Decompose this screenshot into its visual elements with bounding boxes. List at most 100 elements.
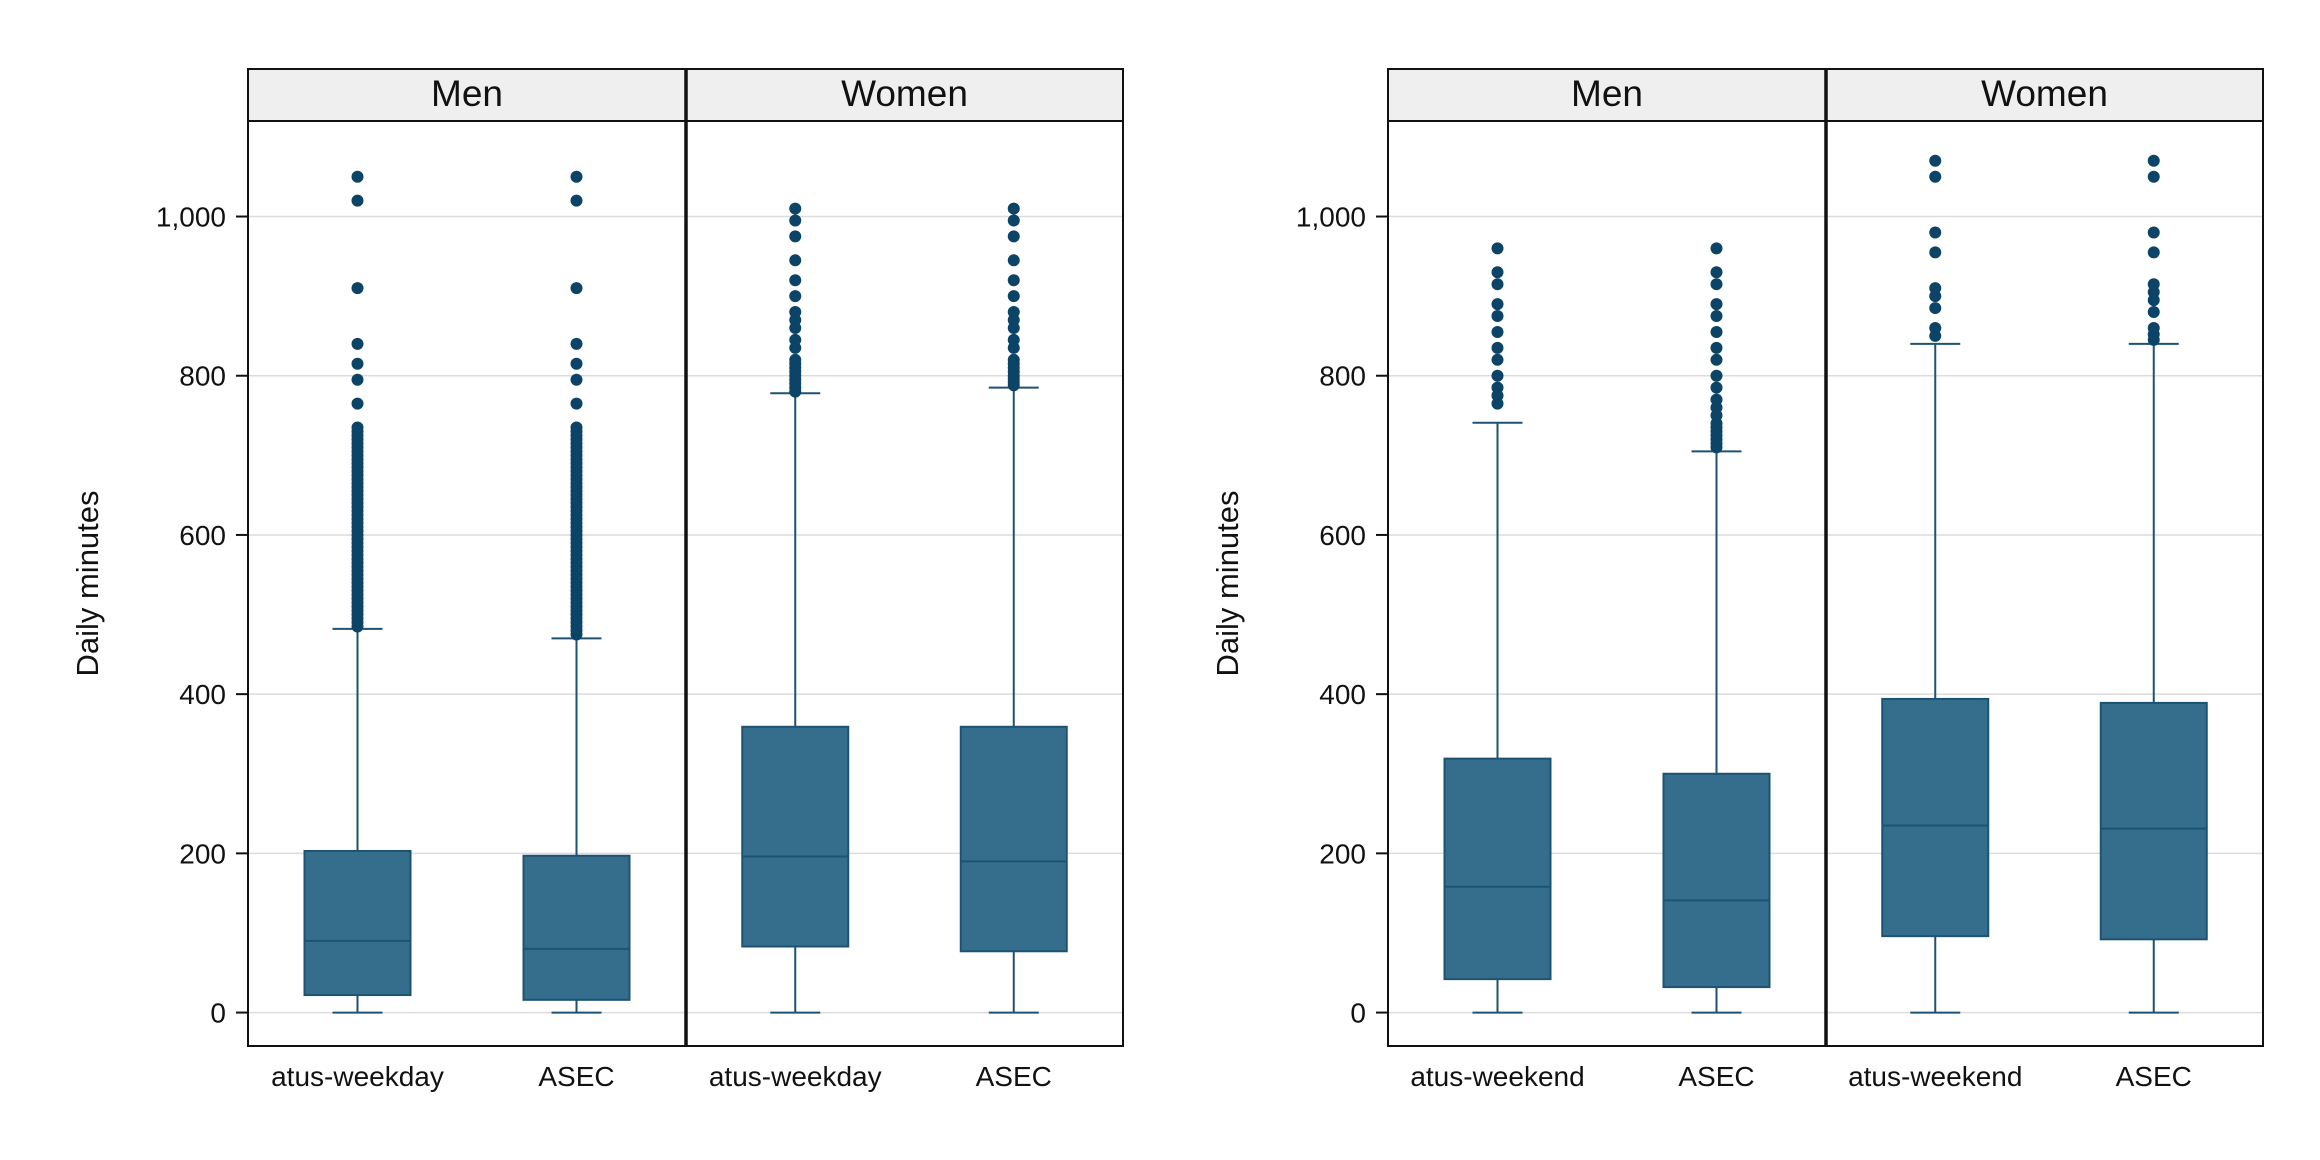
chart-2: 0 200 400 600 800 1,000 Daily minutes Men atus-w… <box>1210 68 2264 1092</box>
box-asec <box>959 202 1068 1014</box>
panel-strip-label: Women <box>1981 73 2108 114</box>
outlier-point <box>1491 278 1504 291</box>
x-tick-label: ASEC <box>1678 1061 1754 1092</box>
box-asec <box>522 170 631 1014</box>
box-atus-weekday <box>303 170 412 1014</box>
outlier-point <box>1491 325 1504 338</box>
box-iqr <box>741 725 850 948</box>
outlier-point <box>351 194 364 207</box>
outlier-point <box>1491 242 1504 255</box>
outlier-point <box>351 397 364 410</box>
outlier-point <box>1491 353 1504 366</box>
outlier-point <box>1007 353 1020 366</box>
outlier-point <box>351 337 364 350</box>
outlier-point <box>570 194 583 207</box>
box-iqr <box>522 854 631 1001</box>
outlier-point <box>570 170 583 183</box>
outlier-point <box>789 274 802 287</box>
outlier-point <box>2147 226 2160 239</box>
outlier-point <box>1710 393 1723 406</box>
outlier-point <box>1929 302 1942 315</box>
outlier-point <box>1007 202 1020 215</box>
box-iqr <box>303 849 412 997</box>
box-atus-weekend <box>1443 242 1552 1014</box>
outlier-point <box>1710 325 1723 338</box>
y-tick-label: 400 <box>1319 679 1366 710</box>
box-iqr <box>1881 697 1990 938</box>
outlier-point <box>1007 230 1020 243</box>
y-tick-label: 200 <box>179 838 226 869</box>
y-tick-label: 1,000 <box>1296 202 1366 233</box>
outlier-point <box>1710 369 1723 382</box>
outlier-point <box>1007 306 1020 319</box>
panel-strip-label: Men <box>1571 73 1643 114</box>
outlier-point <box>351 282 364 295</box>
outlier-point <box>2147 154 2160 167</box>
outlier-point <box>1929 226 1942 239</box>
outlier-point <box>1007 290 1020 303</box>
outlier-point <box>1929 246 1942 259</box>
outlier-point <box>789 254 802 267</box>
outlier-point <box>1491 266 1504 279</box>
outlier-point <box>1710 310 1723 323</box>
panel-men: Men atus-weekend ASEC <box>1387 68 1827 1092</box>
y-tick-label: 600 <box>1319 520 1366 551</box>
outlier-point <box>570 337 583 350</box>
y-tick-label: 1,000 <box>156 202 226 233</box>
outlier-point <box>1710 278 1723 291</box>
y-tick-label: 800 <box>1319 361 1366 392</box>
y-tick-label: 600 <box>179 520 226 551</box>
y-tick-label: 0 <box>1350 998 1366 1029</box>
y-axis-label: Daily minutes <box>70 490 105 676</box>
outlier-point <box>1929 321 1942 334</box>
outlier-point <box>1491 369 1504 382</box>
outlier-point <box>1929 170 1942 183</box>
panel-strip-label: Women <box>841 73 968 114</box>
outlier-point <box>351 357 364 370</box>
outlier-point <box>789 306 802 319</box>
panel-strip-label: Men <box>431 73 503 114</box>
outlier-point <box>789 333 802 346</box>
outlier-point <box>570 282 583 295</box>
outlier-point <box>351 421 364 434</box>
outlier-point <box>2147 170 2160 183</box>
outlier-point <box>1929 282 1942 295</box>
outlier-point <box>2147 306 2160 319</box>
outlier-point <box>789 353 802 366</box>
box-iqr <box>1662 772 1771 989</box>
panel-men: Men atus-weekday ASEC <box>247 68 687 1092</box>
outlier-point <box>1007 254 1020 267</box>
outlier-point <box>351 373 364 386</box>
box-iqr <box>959 725 1068 953</box>
box-iqr <box>2099 701 2208 941</box>
box-atus-weekend <box>1881 154 1990 1014</box>
outlier-point <box>2147 321 2160 334</box>
outlier-point <box>1929 154 1942 167</box>
panel-women: Women atus-weekend ASEC <box>1825 68 2264 1092</box>
panel-strip <box>1387 68 1827 122</box>
y-axis-label: Daily minutes <box>1210 490 1245 676</box>
outlier-point <box>1491 381 1504 394</box>
panel-strip <box>247 68 687 122</box>
outlier-point <box>789 214 802 227</box>
outlier-point <box>1491 298 1504 311</box>
x-tick-label: atus-weekday <box>709 1061 882 1092</box>
outlier-point <box>1710 353 1723 366</box>
x-tick-label: atus-weekday <box>271 1061 444 1092</box>
outlier-point <box>1710 266 1723 279</box>
x-tick-label: ASEC <box>2116 1061 2192 1092</box>
outlier-point <box>2147 246 2160 259</box>
outlier-point <box>1007 214 1020 227</box>
outlier-point <box>570 421 583 434</box>
panel-women: Women atus-weekday ASEC <box>685 68 1124 1092</box>
y-tick-label: 0 <box>210 998 226 1029</box>
box-iqr <box>1443 757 1552 981</box>
y-tick-label: 200 <box>1319 838 1366 869</box>
box-atus-weekday <box>741 202 850 1014</box>
outlier-point <box>1710 381 1723 394</box>
box-asec <box>2099 154 2208 1014</box>
outlier-point <box>1710 298 1723 311</box>
outlier-point <box>570 373 583 386</box>
outlier-point <box>570 397 583 410</box>
